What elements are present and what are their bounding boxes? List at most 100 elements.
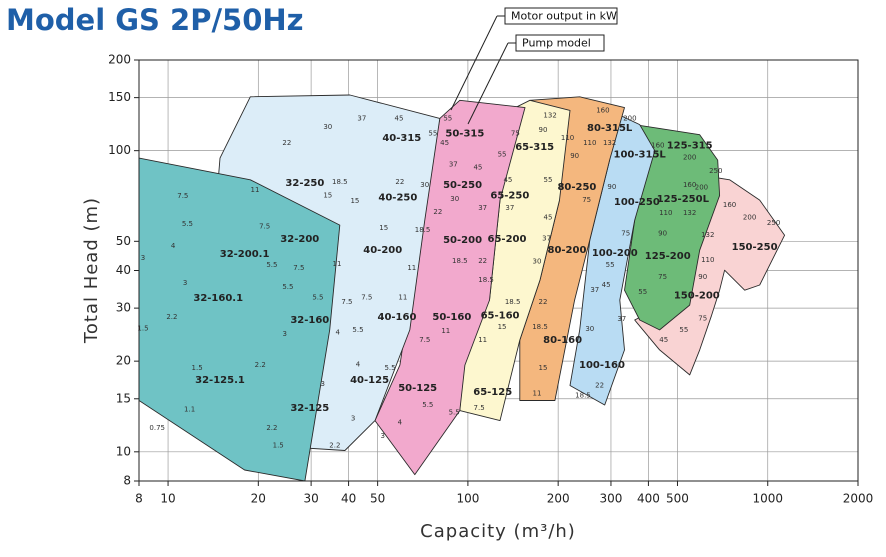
- motor-output-label: 30: [585, 325, 594, 333]
- y-tick-label: 20: [116, 354, 131, 368]
- motor-output-label: 55: [498, 151, 507, 159]
- motor-output-label: 0.75: [149, 424, 165, 432]
- motor-output-label: 30: [450, 195, 459, 203]
- pump-model-label: 65-200: [488, 234, 527, 245]
- motor-output-label: 55: [443, 114, 452, 122]
- motor-output-label: 45: [659, 336, 668, 344]
- pump-model-label: 125-315: [667, 141, 713, 152]
- x-tick-label: 500: [666, 492, 689, 506]
- pump-model-label: 32-200: [280, 234, 319, 245]
- y-tick-label: 100: [108, 143, 131, 157]
- motor-output-label: 1.5: [137, 324, 148, 332]
- x-tick-label: 100: [456, 492, 479, 506]
- motor-output-label: 4: [398, 419, 403, 427]
- y-tick-label: 10: [116, 444, 131, 458]
- motor-output-label: 37: [505, 204, 514, 212]
- motor-output-label: 37: [590, 286, 599, 294]
- motor-output-label: 15: [539, 364, 548, 372]
- motor-output-label: 22: [539, 298, 548, 306]
- y-axis-label: Total Head (m): [81, 197, 102, 344]
- pump-model-label: 65-125: [473, 387, 512, 398]
- pump-model-label: 32-200.1: [220, 249, 270, 260]
- motor-output-label: 110: [701, 256, 714, 264]
- motor-output-label: 2.2: [329, 441, 340, 449]
- motor-output-label: 160: [723, 201, 736, 209]
- motor-output-label: 90: [698, 273, 707, 281]
- pump-model-label: 150-250: [732, 242, 778, 253]
- motor-output-label: 110: [659, 209, 672, 217]
- pump-model-label: 32-160.1: [193, 293, 243, 304]
- motor-output-label: 15: [498, 323, 507, 331]
- motor-output-label: 18.5: [332, 178, 348, 186]
- pump-model-label: 150-200: [674, 290, 720, 301]
- y-tick-label: 150: [108, 90, 131, 104]
- motor-output-label: 75: [511, 130, 520, 138]
- y-tick-label: 8: [123, 474, 131, 488]
- x-tick-label: 1000: [752, 492, 783, 506]
- callout-line: [467, 42, 509, 125]
- motor-output-label: 5.5: [312, 293, 323, 301]
- x-tick-label: 50: [370, 492, 385, 506]
- pump-model-label: 65-250: [490, 190, 529, 201]
- motor-output-label: 45: [544, 213, 553, 221]
- motor-output-label: 75: [582, 196, 591, 204]
- motor-output-label: 37: [449, 160, 458, 168]
- pump-model-label: 125-250L: [657, 194, 710, 205]
- motor-output-label: 18.5: [505, 298, 521, 306]
- motor-output-label: 22: [395, 178, 404, 186]
- motor-output-label: 3: [381, 432, 385, 440]
- motor-output-label: 55: [544, 176, 553, 184]
- motor-output-label: 5.5: [282, 283, 293, 291]
- motor-output-label: 22: [433, 208, 442, 216]
- motor-output-label: 1.5: [192, 364, 203, 372]
- motor-output-label: 4: [356, 360, 361, 368]
- motor-output-label: 2.2: [266, 424, 277, 432]
- y-tick-label: 200: [108, 53, 131, 67]
- motor-output-label: 22: [282, 139, 291, 147]
- motor-output-label: 5.5: [352, 326, 363, 334]
- pump-model-label: 32-125.1: [195, 375, 245, 386]
- motor-output-label: 45: [602, 281, 611, 289]
- motor-output-label: 132: [603, 139, 616, 147]
- pump-model-label: 65-160: [481, 310, 520, 321]
- pump-model-label: 80-250: [557, 182, 596, 193]
- motor-output-label: 7.5: [361, 293, 372, 301]
- motor-output-label: 55: [606, 261, 615, 269]
- motor-output-label: 110: [561, 134, 574, 142]
- pump-model-label: 40-250: [378, 192, 417, 203]
- pump-model-label: 40-200: [363, 245, 402, 256]
- motor-output-label: 11: [533, 390, 542, 398]
- pump-model-label: 50-250: [443, 180, 482, 191]
- motor-output-label: 45: [473, 163, 482, 171]
- x-tick-label: 40: [341, 492, 356, 506]
- x-tick-label: 200: [547, 492, 570, 506]
- motor-output-label: 11: [478, 336, 487, 344]
- motor-output-label: 7.5: [293, 264, 304, 272]
- motor-output-label: 7.5: [419, 336, 430, 344]
- motor-output-label: 30: [420, 181, 429, 189]
- motor-output-label: 1.5: [273, 441, 284, 449]
- motor-output-label: 90: [570, 152, 579, 160]
- pump-model-label: 50-200: [443, 235, 482, 246]
- callout-motor: Motor output in kW: [450, 7, 618, 111]
- motor-output-label: 11: [407, 264, 416, 272]
- motor-output-label: 15: [323, 191, 332, 199]
- x-tick-label: 300: [600, 492, 623, 506]
- motor-output-label: 45: [440, 139, 449, 147]
- motor-output-label: 55: [679, 326, 688, 334]
- motor-output-label: 18.5: [575, 391, 591, 399]
- motor-output-label: 37: [617, 315, 626, 323]
- motor-output-label: 22: [478, 257, 487, 265]
- pump-model-label: 65-315: [515, 142, 554, 153]
- pump-model-label: 125-200: [645, 251, 691, 262]
- x-tick-label: 30: [303, 492, 318, 506]
- pump-model-label: 50-315: [445, 129, 484, 140]
- x-axis-label: Capacity (m³/h): [420, 521, 576, 542]
- motor-output-label: 45: [395, 114, 404, 122]
- regions: [139, 94, 786, 481]
- motor-output-label: 37: [357, 114, 366, 122]
- motor-output-label: 75: [658, 273, 667, 281]
- motor-output-label: 3: [321, 380, 325, 388]
- motor-output-label: 4: [335, 328, 340, 336]
